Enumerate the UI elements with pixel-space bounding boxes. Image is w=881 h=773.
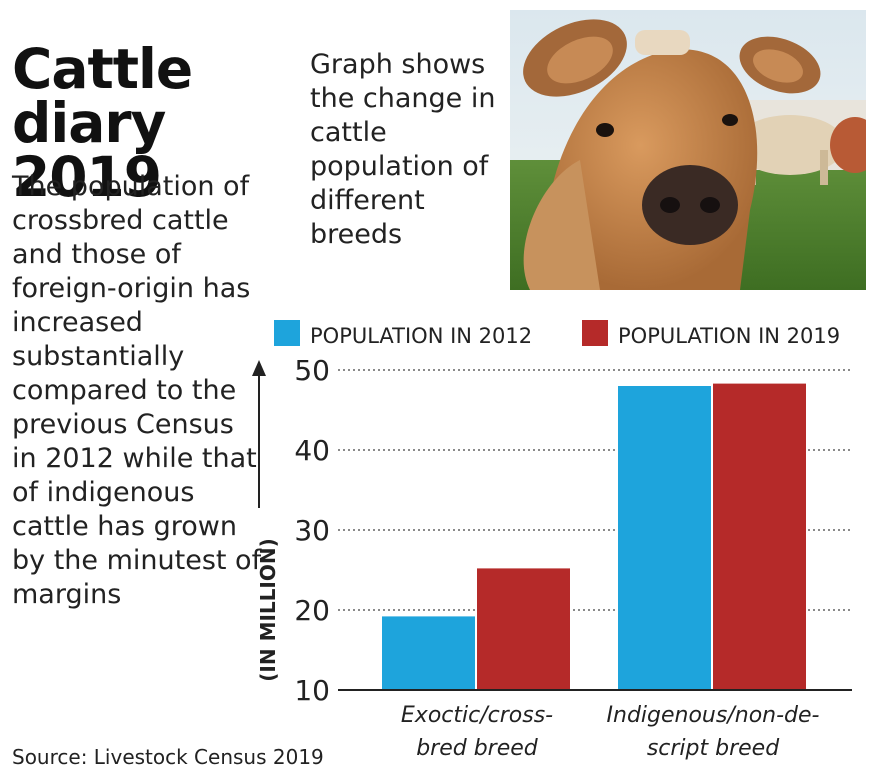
- bar-2-series-1: [618, 386, 711, 690]
- legend-label-2019: POPULATION IN 2019: [618, 324, 840, 348]
- chart-legend: POPULATION IN 2012 POPULATION IN 2019: [274, 320, 840, 348]
- grid-lines: [338, 369, 852, 611]
- legend-label-2012: POPULATION IN 2012: [310, 324, 532, 348]
- legend-swatch-2019: [582, 320, 608, 346]
- y-tick-label-10: 10: [294, 674, 330, 707]
- y-axis-ticks: 10 20 30 40 50: [294, 354, 330, 707]
- y-tick-label-20: 20: [294, 594, 330, 627]
- category-label-1-line-2: bred breed: [416, 736, 539, 761]
- bars: [382, 383, 806, 690]
- bar-1-series-1: [382, 616, 475, 690]
- legend-swatch-2012: [274, 320, 300, 346]
- category-label-2-line-1: Indigenous/non-de-: [607, 703, 820, 728]
- source-note: Source: Livestock Census 2019: [12, 745, 324, 769]
- category-labels: Exoctic/cross-bred breed Indigenous/non-d…: [401, 703, 820, 761]
- title-line-2: diary 2019: [12, 91, 166, 209]
- y-axis-label: (IN MILLION): [256, 538, 280, 681]
- y-axis-arrow: [252, 360, 266, 508]
- cow-photo-illustration: [510, 10, 866, 290]
- title-line-1: Cattle: [12, 37, 193, 101]
- cow-photo: [510, 10, 866, 290]
- y-tick-label-50: 50: [294, 354, 330, 387]
- bar-2-series-2: [713, 383, 806, 690]
- body-paragraph: The population of crossbred cattle and t…: [12, 171, 262, 610]
- page-title: Cattle diary 2019: [12, 37, 302, 209]
- bar-1-series-2: [477, 568, 570, 690]
- category-label-2-line-2: script breed: [647, 736, 780, 761]
- category-label-1-line-1: Exoctic/cross-: [401, 703, 553, 728]
- y-tick-label-30: 30: [294, 514, 330, 547]
- y-tick-label-40: 40: [294, 434, 330, 467]
- chart-subtitle: Graph shows the change in cattle populat…: [310, 49, 496, 250]
